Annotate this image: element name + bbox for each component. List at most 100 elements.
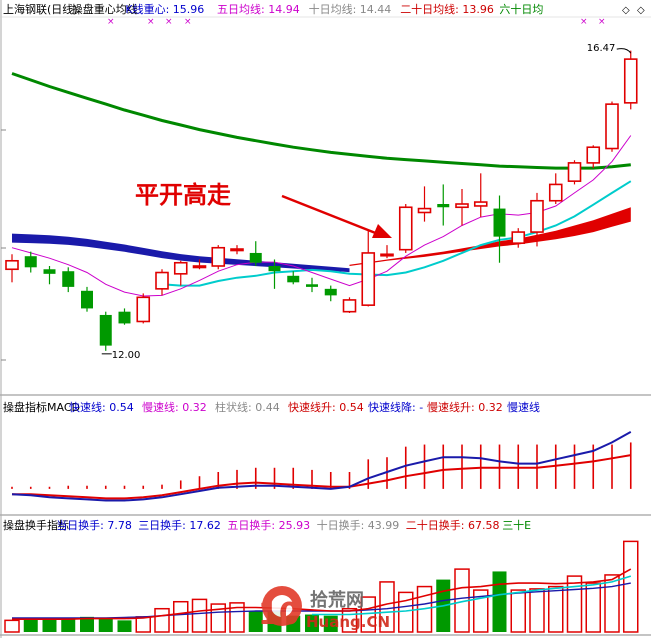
turnover-header-item: 五日换手: 25.93 bbox=[227, 518, 310, 532]
candle bbox=[5, 254, 19, 283]
candle-body bbox=[249, 252, 262, 263]
candle-body bbox=[473, 201, 488, 207]
macd-header-item: 慢速线 bbox=[507, 400, 540, 414]
candle bbox=[417, 186, 432, 222]
candle bbox=[437, 184, 450, 226]
candle bbox=[230, 245, 244, 255]
candle-body bbox=[268, 266, 281, 272]
candle-body bbox=[530, 199, 544, 233]
candle-body bbox=[567, 162, 582, 182]
candle bbox=[567, 160, 582, 185]
turnover-bar bbox=[117, 620, 132, 632]
turnover-bar bbox=[323, 615, 338, 632]
turnover-bar bbox=[4, 619, 20, 633]
ma20-band bbox=[349, 207, 631, 266]
header-marker-r1: × bbox=[598, 17, 606, 27]
candle bbox=[361, 230, 376, 307]
macd-header-item: 快速线: 0.54 bbox=[69, 400, 134, 414]
candle-body bbox=[324, 288, 337, 296]
macd-header-item: 柱状线: 0.44 bbox=[215, 400, 280, 414]
candle bbox=[136, 293, 151, 324]
price-header-item: 操盘重心均线 bbox=[72, 2, 138, 16]
watermark-site-name: 拾荒网 bbox=[310, 589, 364, 611]
ma10-line bbox=[161, 180, 632, 287]
candle-body bbox=[211, 246, 226, 267]
turnover-bar bbox=[229, 602, 245, 633]
watermark-logo: 10 拾荒网 Huang.CN bbox=[258, 586, 390, 632]
turnover-header-item: 当日换手: 7.78 bbox=[56, 518, 132, 532]
macd-slow-line bbox=[12, 454, 631, 500]
header-marker-3: × bbox=[184, 17, 192, 27]
candle-body bbox=[417, 207, 432, 214]
candle bbox=[118, 308, 131, 325]
turnover-header-item: 操盘换手指标 bbox=[3, 518, 69, 532]
price-header-item: 五日均线: 14.94 bbox=[217, 2, 300, 16]
watermark-site-url: Huang.CN bbox=[306, 613, 390, 631]
candle-body bbox=[173, 261, 188, 275]
candle-body bbox=[586, 146, 601, 164]
high-price-marker bbox=[616, 48, 632, 54]
ma60-line bbox=[11, 72, 631, 170]
turnover-bar bbox=[305, 614, 319, 632]
candle-body bbox=[493, 208, 506, 237]
turnover-bar bbox=[135, 616, 151, 633]
candle-body bbox=[306, 284, 318, 287]
turnover-bar bbox=[61, 619, 76, 632]
candle-body bbox=[361, 252, 376, 306]
macd-header-item: 慢速线: 0.32 bbox=[142, 400, 207, 414]
candle-body bbox=[511, 231, 526, 244]
turnover-header-item: 三十E bbox=[502, 518, 531, 532]
candle bbox=[81, 286, 93, 312]
macd-header-item: 快速线升: 0.54 bbox=[288, 400, 364, 414]
candle bbox=[398, 204, 413, 253]
candle bbox=[511, 228, 526, 248]
annotation-arrow-head bbox=[372, 224, 392, 238]
turnover-bar bbox=[98, 618, 113, 632]
turnover-bar bbox=[566, 575, 583, 633]
header-marker-1: × bbox=[147, 17, 155, 27]
candle-body bbox=[455, 203, 469, 209]
macd-header-item: 操盘指标MACD bbox=[3, 400, 80, 414]
turnover-ma-cyan bbox=[312, 575, 632, 616]
price-header-item: K线重心: 15.96 bbox=[125, 2, 204, 16]
candle bbox=[173, 260, 188, 286]
ma5-line bbox=[11, 135, 632, 297]
header-marker-2: × bbox=[165, 17, 173, 27]
turnover-bar bbox=[80, 616, 94, 632]
candle-body bbox=[24, 256, 37, 268]
turnover-bar bbox=[23, 618, 38, 632]
candle bbox=[99, 311, 112, 351]
turnover-ma-red bbox=[12, 568, 632, 621]
candle-body bbox=[605, 103, 619, 150]
candle-body bbox=[43, 269, 56, 274]
turnover-bar bbox=[492, 571, 507, 632]
low-price-label: 12.00 bbox=[112, 350, 141, 361]
candle bbox=[287, 271, 300, 285]
candle-body bbox=[5, 259, 19, 271]
candle-body bbox=[230, 248, 244, 252]
annotation-text: 平开高走 bbox=[135, 181, 231, 209]
turnover-bar bbox=[510, 589, 526, 633]
turnover-header-item: 二十日换手: 67.58 bbox=[406, 518, 500, 532]
candle-body bbox=[437, 204, 450, 208]
candle bbox=[24, 251, 37, 273]
price-header-item: 六十日均 bbox=[499, 2, 543, 16]
macd-header-item: 快速线降: - bbox=[368, 400, 423, 414]
candle bbox=[548, 173, 563, 204]
turnover-bar bbox=[379, 581, 395, 633]
candle bbox=[493, 195, 506, 263]
candle bbox=[324, 285, 337, 302]
watermark-logo-text: 10 bbox=[258, 597, 300, 632]
turnover-bar bbox=[585, 582, 601, 633]
turnover-bar bbox=[623, 540, 639, 633]
candle-body bbox=[623, 58, 638, 104]
turnover-header-item: 三日换手: 17.62 bbox=[138, 518, 221, 532]
candle bbox=[249, 241, 262, 266]
candle-body bbox=[192, 265, 207, 269]
candle bbox=[455, 188, 469, 226]
turnover-bar bbox=[210, 603, 226, 633]
high-price-label: 16.47 bbox=[587, 43, 616, 54]
turnover-bar bbox=[548, 585, 564, 633]
